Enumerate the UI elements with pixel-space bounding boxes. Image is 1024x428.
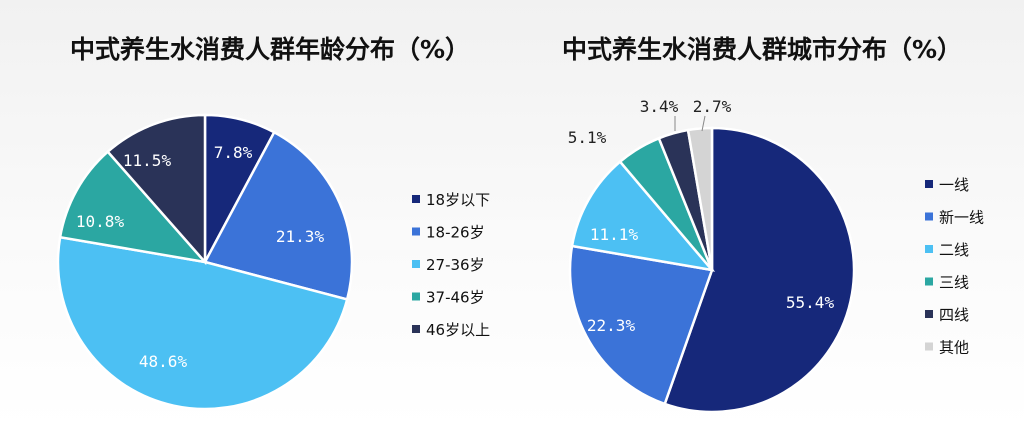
age-46-over-slice xyxy=(106,113,207,266)
city-other-slice xyxy=(686,126,714,271)
city-tier2-legend-swatch xyxy=(925,245,933,253)
city-other-leader-line xyxy=(701,115,706,132)
age-18-26-slice xyxy=(203,130,354,301)
city-new-tier1-data-label: 22.3% xyxy=(587,316,636,335)
city-other-legend-label: 其他 xyxy=(939,339,969,357)
city-tier2-data-label: 11.1% xyxy=(590,225,639,244)
age-18-under-data-label: 7.8% xyxy=(214,143,253,162)
age-27-36-legend-swatch xyxy=(412,260,420,268)
age-18-26-legend-label: 18-26岁 xyxy=(426,224,485,242)
age-46-over-legend-label: 46岁以上 xyxy=(426,321,490,339)
city-tier1-legend-swatch xyxy=(925,180,933,188)
city-new-tier1-legend-swatch xyxy=(925,212,933,221)
city-tier3-data-label: 5.1% xyxy=(568,128,607,147)
age-37-46-legend-label: 37-46岁 xyxy=(426,289,485,307)
age-pie-chart: 7.8% 21.3% 48.6% 10.8% 11.5% 18岁以下 18-26岁 27-36… xyxy=(56,113,490,411)
age-27-36-data-label: 48.6% xyxy=(139,352,188,371)
city-new-tier1-slice xyxy=(568,244,714,406)
age-37-46-slice xyxy=(58,149,209,264)
city-chart-title: 中式养生水消费人群城市分布（%） xyxy=(562,35,962,64)
age-18-under-legend-swatch xyxy=(412,195,420,203)
age-27-36-legend-label: 27-36岁 xyxy=(426,256,485,274)
city-other-data-label: 2.7% xyxy=(693,97,732,116)
age-46-over-legend-swatch xyxy=(412,325,420,333)
age-27-36-slice xyxy=(56,235,349,411)
age-18-under-legend-label: 18岁以下 xyxy=(426,191,490,209)
age-chart-title: 中式养生水消费人群年龄分布（%） xyxy=(70,35,470,64)
city-tier2-slice xyxy=(570,159,716,272)
city-tier2-legend-label: 二线 xyxy=(939,241,969,259)
city-tier4-data-label: 3.4% xyxy=(640,97,679,116)
age-46-over-data-label: 11.5% xyxy=(123,151,172,170)
city-tier1-legend-label: 一线 xyxy=(939,176,969,194)
age-37-46-legend-swatch xyxy=(412,292,420,301)
city-tier1-data-label: 55.4% xyxy=(786,293,835,312)
city-new-tier1-legend-label: 新一线 xyxy=(939,209,984,227)
age-18-26-legend-swatch xyxy=(412,227,420,236)
city-tier3-legend-label: 三线 xyxy=(939,274,969,292)
city-tier3-legend-swatch xyxy=(925,277,933,286)
age-37-46-data-label: 10.8% xyxy=(76,212,125,231)
city-other-legend-swatch xyxy=(925,342,933,351)
city-tier4-legend-label: 四线 xyxy=(939,306,969,324)
age-18-26-data-label: 21.3% xyxy=(276,227,325,246)
city-tier4-legend-swatch xyxy=(925,310,933,318)
